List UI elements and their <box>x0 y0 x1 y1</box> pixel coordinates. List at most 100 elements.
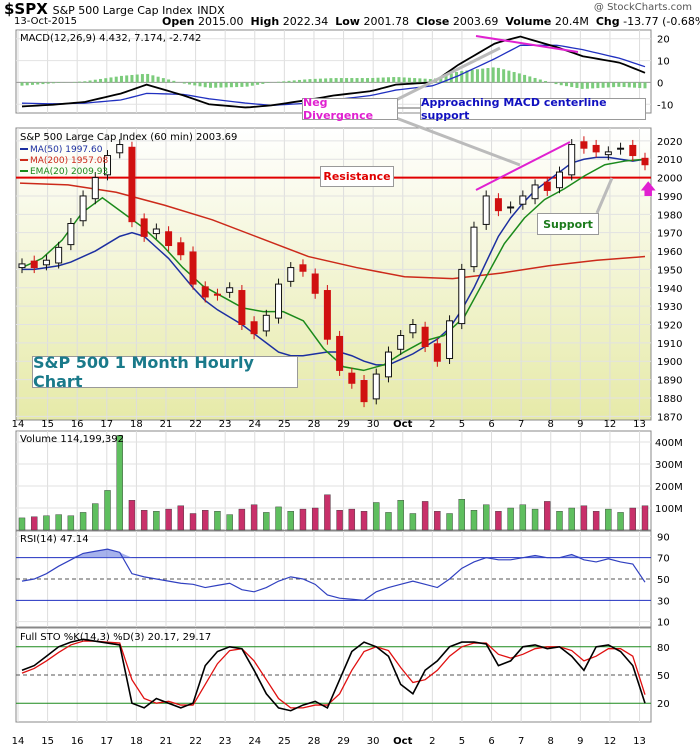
x-tick-label: 18 <box>130 736 143 747</box>
macd-histogram-bar <box>245 82 249 87</box>
magenta-up-arrow-icon: 🡅 <box>640 179 657 198</box>
x-tick-label: 16 <box>71 736 84 747</box>
sto-d-line <box>21 640 646 709</box>
rsi-overbought-fill <box>22 549 645 558</box>
x-tick-label: 21 <box>160 736 173 747</box>
volume-bar <box>67 515 75 531</box>
volume-bar <box>226 514 233 531</box>
macd-histogram-bar <box>208 82 212 88</box>
volume-bar <box>287 511 294 531</box>
callout-macd-connector <box>395 46 501 102</box>
x-tick-label: 22 <box>189 419 202 430</box>
macd-histogram-bar <box>643 82 647 89</box>
macd-histogram-bar <box>444 75 448 83</box>
macd-histogram-bar <box>20 82 24 86</box>
candle-body <box>360 380 368 403</box>
macd-histogram-bar <box>339 78 343 83</box>
volume-bar <box>495 511 502 531</box>
y-tick-label-rsi: 10 <box>657 618 670 629</box>
x-tick-label: 16 <box>71 419 84 430</box>
candle-body <box>519 195 527 205</box>
y-tick-label-price: 1940 <box>657 284 682 295</box>
candle-body <box>507 206 515 209</box>
candle-body <box>262 314 270 332</box>
ma50-line <box>22 156 646 366</box>
index-name: S&P 500 Large Cap Index <box>52 4 193 17</box>
volume-bar <box>519 504 527 531</box>
macd-histogram-bar <box>475 69 479 83</box>
candle-body <box>421 326 429 348</box>
macd-histogram-bar <box>182 82 186 84</box>
volume-title: Volume 114,199,392 <box>20 434 124 445</box>
y-tick-label-price: 1980 <box>657 210 682 221</box>
candle-body <box>140 218 148 237</box>
x-tick-label: 15 <box>41 736 54 747</box>
y-tick-label-vol: 200M <box>655 482 683 493</box>
volume-bar <box>397 500 404 531</box>
volume-bar <box>458 499 465 531</box>
volume-bar <box>580 505 588 531</box>
volume-bar <box>507 507 514 531</box>
macd-histogram-bar <box>460 71 464 83</box>
macd-histogram-bar <box>575 82 579 88</box>
volume-bar <box>531 508 539 531</box>
volume-bar <box>324 494 331 531</box>
volume-bar <box>373 502 380 531</box>
macd-histogram-bar <box>224 82 228 88</box>
y-tick-label-price: 1950 <box>657 265 682 276</box>
macd-histogram-bar <box>324 78 328 83</box>
candle-body <box>348 372 356 384</box>
volume-bar <box>409 513 417 531</box>
macd-histogram-bar <box>114 76 118 83</box>
close-value: 2003.69 <box>452 15 499 28</box>
x-tick-label: 29 <box>337 419 350 430</box>
macd-histogram-bar <box>292 80 296 83</box>
y-tick-label-rsi: 50 <box>657 575 670 586</box>
low-value: 2001.78 <box>363 15 409 28</box>
macd-histogram-bar <box>88 80 92 83</box>
volume-bar <box>275 506 282 531</box>
macd-histogram-bar <box>282 81 286 83</box>
candle-body <box>18 263 26 269</box>
macd-histogram-bar <box>502 69 506 83</box>
y-tick-label-price: 1990 <box>657 192 682 203</box>
macd-histogram-bar <box>250 82 254 86</box>
legend-entry: MA(50) 1997.60 <box>30 145 103 155</box>
x-tick-label: 22 <box>189 736 202 747</box>
ma200-line <box>19 182 646 280</box>
macd-histogram-bar <box>455 71 459 83</box>
macd-histogram-bar <box>219 82 223 88</box>
y-tick-label-macd: -10 <box>657 100 673 111</box>
macd-histogram-bar <box>297 79 301 83</box>
candle-body <box>543 181 551 191</box>
volume-bar <box>470 510 478 531</box>
macd-histogram-bar <box>261 82 265 84</box>
legend-entry: MA(200) 1957.08 <box>30 156 108 166</box>
candle-body <box>482 195 490 225</box>
macd-histogram-bar <box>104 78 108 83</box>
macd-histogram-bar <box>57 82 61 83</box>
volume-bar <box>140 510 148 531</box>
candle-body <box>409 324 417 334</box>
volume-label: Volume <box>505 15 552 28</box>
candle-body <box>250 321 258 335</box>
y-tick-label-rsi: 30 <box>657 596 670 607</box>
candle-body <box>275 283 283 319</box>
y-tick-label-macd: 0 <box>657 78 663 89</box>
macd-histogram-bar <box>345 78 349 83</box>
macd-histogram-bar <box>350 78 354 83</box>
macd-histogram-bar <box>41 82 45 85</box>
macd-histogram-bar <box>30 82 34 85</box>
candle-body <box>189 251 197 285</box>
close-label: Close <box>415 15 450 28</box>
macd-histogram-bar <box>198 82 202 87</box>
x-tick-label: 25 <box>278 419 291 430</box>
x-tick-label: Oct <box>393 419 412 430</box>
macd-histogram-bar <box>418 78 422 83</box>
x-tick-label: 23 <box>219 736 232 747</box>
price-divergence-line <box>475 141 571 191</box>
ticker-line: $SPX S&P 500 Large Cap Index INDX <box>4 0 225 18</box>
volume-bar <box>568 507 575 531</box>
macd-histogram-bar <box>214 82 218 88</box>
